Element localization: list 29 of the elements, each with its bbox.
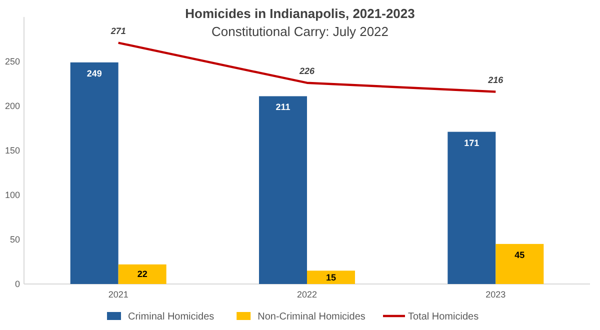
bar xyxy=(496,244,544,284)
y-tick-label: 0 xyxy=(14,278,20,289)
data-label: 15 xyxy=(326,272,336,282)
data-label: 211 xyxy=(276,102,290,112)
data-label: 216 xyxy=(487,74,504,85)
bar xyxy=(448,132,496,284)
data-label: 271 xyxy=(110,26,126,36)
x-tick-label: 2023 xyxy=(486,289,506,300)
text: Constitutional Carry: July 2022 xyxy=(211,24,389,39)
legend-label: Non-Criminal Homicides xyxy=(258,312,366,322)
bar xyxy=(259,96,307,284)
y-tick-label: 50 xyxy=(10,234,20,244)
chart-title: Homicides in Indianapolis, 2021-2023 xyxy=(185,6,415,21)
data-label: 226 xyxy=(298,66,316,76)
bar xyxy=(307,270,355,284)
data-label: 45 xyxy=(514,250,525,260)
legend-label: Total Homicides xyxy=(408,312,479,322)
data-label: 22 xyxy=(137,269,148,280)
bar xyxy=(118,264,166,284)
legend-label: Criminal Homicides xyxy=(128,312,214,322)
y-tick-label: 250 xyxy=(4,56,20,66)
data-label: 249 xyxy=(86,68,102,78)
y-tick-label: 100 xyxy=(4,190,20,200)
y-tick-label: 150 xyxy=(4,145,20,156)
x-tick-label: 2021 xyxy=(108,289,128,300)
data-label: 171 xyxy=(464,138,480,148)
bar xyxy=(70,62,118,284)
y-tick-label: 200 xyxy=(4,100,20,111)
x-tick-label: 2022 xyxy=(296,289,318,300)
